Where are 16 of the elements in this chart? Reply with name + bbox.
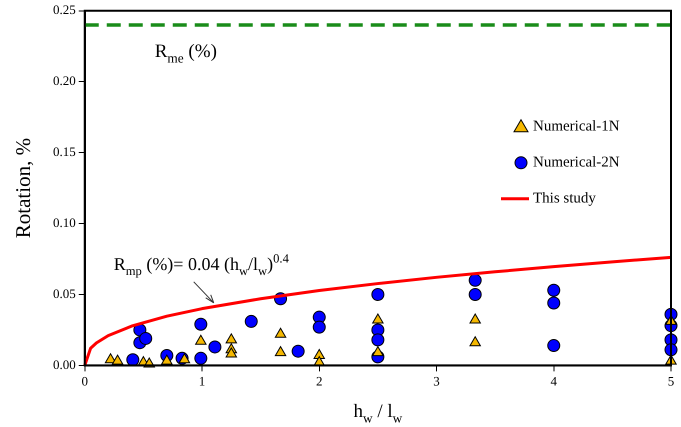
x-tick-label: 1 [198,374,206,389]
x-tick-label: 3 [433,374,440,389]
y-tick-label: 0.05 [53,286,76,301]
x-tick-label: 0 [82,374,88,389]
legend-label: This study [533,190,596,207]
x-tick-label: 2 [316,374,322,389]
y-tick-label: 0.20 [53,73,76,88]
y-tick-label: 0.25 [53,2,76,18]
y-tick-label: 0.00 [53,356,76,372]
y-axis-title: Rotation, % [11,138,35,238]
y-tick-label: 0.10 [53,214,76,230]
y-tick-label: 0.15 [53,144,76,160]
legend-label: Numerical-1N [533,118,620,135]
x-tick-label: 5 [668,374,674,389]
legend-label: Numerical-2N [533,154,620,171]
x-tick-label: 4 [550,374,558,389]
